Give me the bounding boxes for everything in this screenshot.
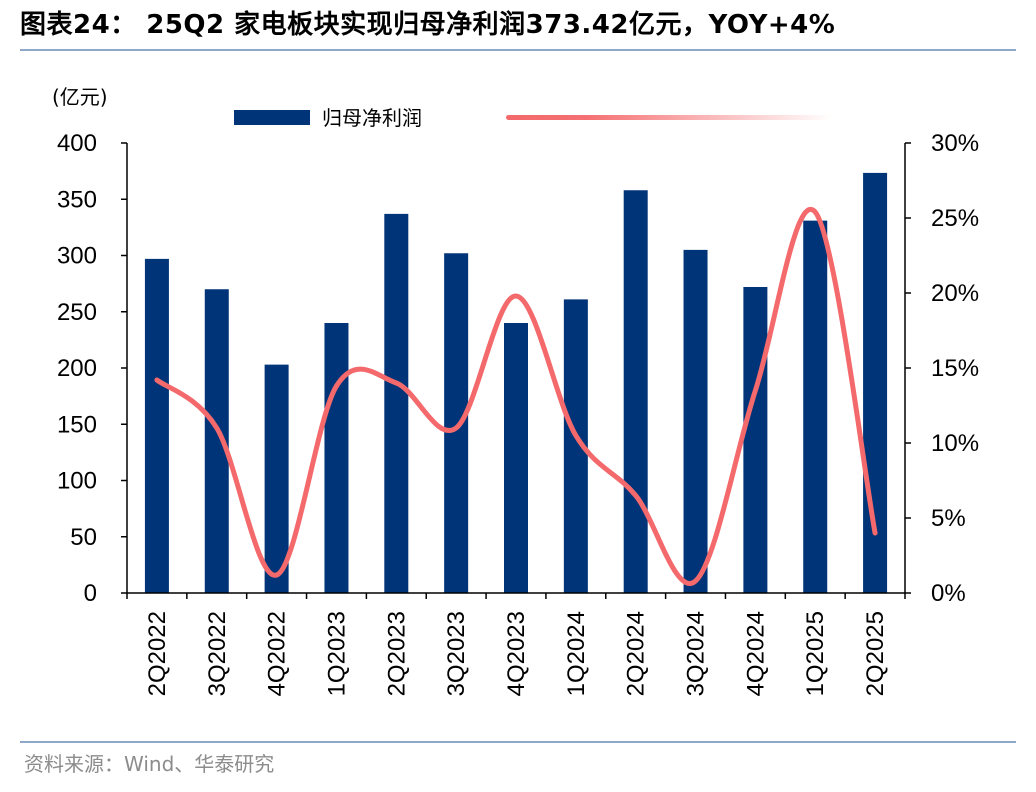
left-tick-label: 100 bbox=[57, 468, 97, 495]
x-tick-label: 3Q2024 bbox=[683, 611, 710, 696]
x-tick-label: 1Q2024 bbox=[563, 611, 590, 696]
x-axis-ticks: 2Q2022 3Q2022 4Q2022 1Q2023 2Q2023 3Q2023 4Q20… bbox=[126, 593, 906, 696]
title-area: 图表24： 25Q2 家电板块实现归母净利润373.42亿元，YOY+4% bbox=[0, 0, 1036, 52]
chart-title: 图表24： 25Q2 家电板块实现归母净利润373.42亿元，YOY+4% bbox=[20, 10, 836, 40]
left-tick-label: 0 bbox=[84, 580, 97, 607]
y-axis-unit-label: (亿元) bbox=[52, 85, 108, 109]
bar-series bbox=[144, 172, 888, 594]
right-tick-label: 20% bbox=[931, 280, 979, 307]
source-note: 资料来源：Wind、华泰研究 bbox=[24, 752, 275, 776]
left-axis-ticks: 0 50 100 150 200 250 300 350 400 bbox=[57, 130, 127, 607]
x-tick-label: 2Q2024 bbox=[623, 611, 650, 696]
title-divider bbox=[20, 49, 1016, 51]
left-tick-label: 300 bbox=[57, 243, 97, 270]
right-axis-ticks: 0% 5% 10% 15% 20% 25% 30% bbox=[905, 130, 979, 607]
x-tick-label: 4Q2022 bbox=[264, 611, 291, 696]
bar-2Q2024 bbox=[623, 190, 648, 593]
bar-3Q2024 bbox=[683, 249, 708, 594]
x-tick-label: 2Q2022 bbox=[144, 611, 171, 696]
right-tick-label: 0% bbox=[931, 580, 966, 607]
bar-1Q2025 bbox=[803, 220, 828, 594]
bar-4Q2024 bbox=[743, 287, 768, 593]
right-tick-label: 15% bbox=[931, 355, 979, 382]
x-tick-label: 1Q2025 bbox=[802, 611, 829, 696]
right-tick-label: 30% bbox=[931, 130, 979, 157]
x-tick-label: 3Q2022 bbox=[204, 611, 231, 696]
bar-line-chart: 0 50 100 150 200 250 300 350 400 0% 5% 10% 15% 20% 25… bbox=[52, 85, 979, 696]
bar-2Q2023 bbox=[384, 213, 409, 594]
x-tick-label: 1Q2023 bbox=[323, 611, 350, 696]
bar-2Q2022 bbox=[144, 258, 169, 594]
legend-bar-swatch bbox=[234, 110, 310, 125]
growth-line bbox=[154, 206, 878, 586]
x-tick-label: 2Q2025 bbox=[862, 611, 889, 696]
x-tick-label: 4Q2024 bbox=[742, 611, 769, 696]
bar-1Q2023 bbox=[324, 323, 349, 593]
left-tick-label: 50 bbox=[70, 524, 97, 551]
x-tick-label: 2Q2023 bbox=[383, 611, 410, 696]
bar-3Q2023 bbox=[444, 253, 469, 593]
bar-4Q2023 bbox=[504, 323, 528, 593]
x-tick-label: 4Q2023 bbox=[503, 611, 530, 696]
left-tick-label: 350 bbox=[57, 186, 97, 213]
left-tick-label: 250 bbox=[57, 299, 97, 326]
left-tick-label: 400 bbox=[57, 130, 97, 157]
x-tick-label: 3Q2023 bbox=[443, 611, 470, 696]
right-tick-label: 5% bbox=[931, 505, 966, 532]
legend-line-swatch bbox=[506, 115, 832, 120]
chart-legend: 归母净利润 bbox=[234, 106, 832, 130]
right-tick-label: 25% bbox=[931, 205, 979, 232]
left-tick-label: 150 bbox=[57, 411, 97, 438]
bar-4Q2022 bbox=[264, 364, 289, 594]
right-tick-label: 10% bbox=[931, 430, 979, 457]
line-series bbox=[154, 206, 878, 586]
source-divider bbox=[20, 741, 1016, 743]
left-tick-label: 200 bbox=[57, 355, 97, 382]
legend-bar-label: 归母净利润 bbox=[322, 106, 422, 130]
